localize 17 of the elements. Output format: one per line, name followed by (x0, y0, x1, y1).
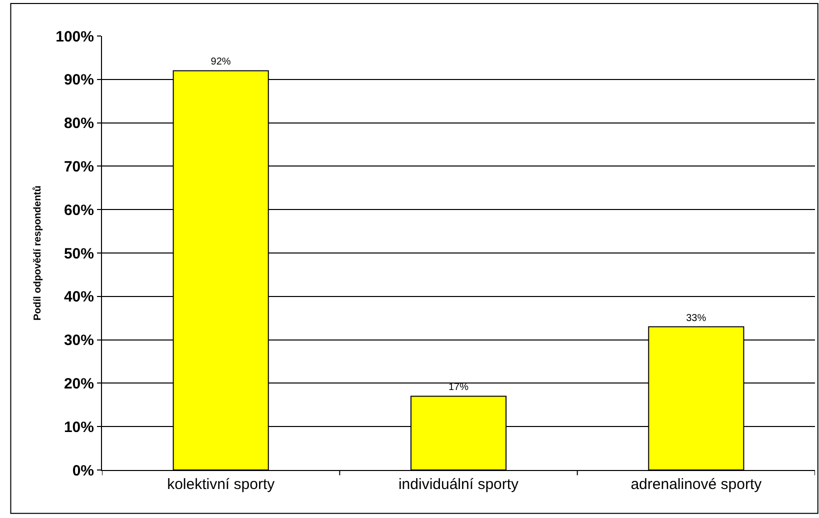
y-tick-label: 20% (64, 375, 94, 392)
x-tick-label: individuální sporty (398, 476, 520, 493)
y-tick-label: 50% (64, 245, 94, 262)
y-tick-label: 40% (64, 288, 94, 306)
data-label: 92% (210, 56, 231, 68)
y-tick-label: 10% (64, 418, 94, 436)
y-tick-label: 90% (64, 72, 94, 89)
x-tick-label: kolektivní sporty (167, 476, 276, 493)
y-tick-label: 0% (72, 462, 94, 480)
y-tick-label: 80% (64, 115, 94, 132)
y-tick-label: 60% (64, 202, 94, 219)
y-axis-title: Podíl odpovědí respondentů (32, 186, 44, 320)
y-tick-label: 70% (64, 158, 94, 176)
data-label: 33% (686, 312, 706, 324)
y-tick-label: 30% (64, 332, 94, 350)
y-tick-label: 100% (56, 28, 94, 46)
x-tick-label: adrenalinové sporty (630, 476, 762, 493)
